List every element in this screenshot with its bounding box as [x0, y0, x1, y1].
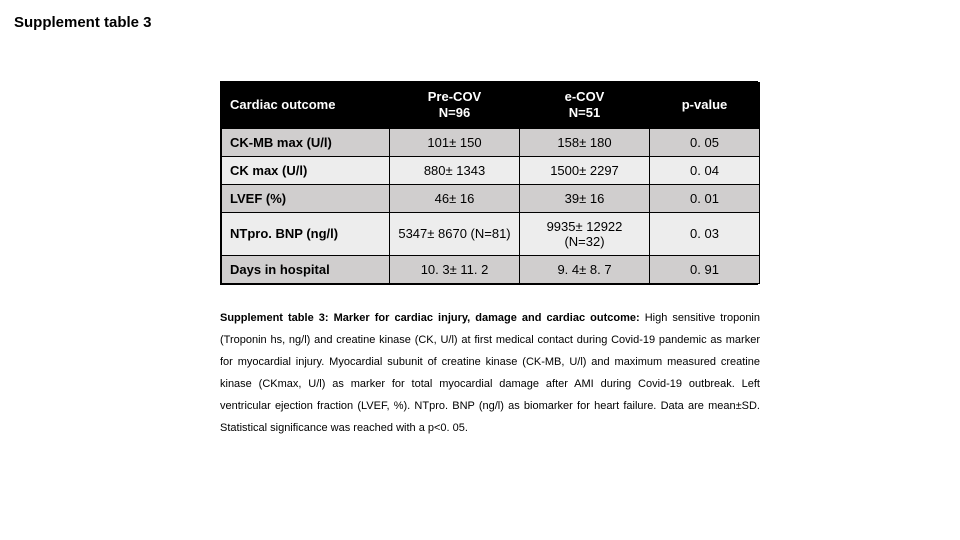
cell-precov: 101± 150	[390, 128, 520, 156]
caption-lead: Supplement table 3: Marker for cardiac i…	[220, 312, 640, 324]
col-header-sub: N=96	[398, 105, 511, 121]
cell-pvalue: 0. 91	[650, 255, 760, 283]
cell-precov: 880± 1343	[390, 156, 520, 184]
cell-pvalue: 0. 03	[650, 212, 760, 255]
row-label: CK max (U/l)	[222, 156, 390, 184]
cell-pvalue: 0. 01	[650, 184, 760, 212]
table-row: LVEF (%) 46± 16 39± 16 0. 01	[222, 184, 760, 212]
table-row: Days in hospital 10. 3± 11. 2 9. 4± 8. 7…	[222, 255, 760, 283]
page-title: Supplement table 3	[14, 14, 960, 31]
col-header-text: e-COV	[528, 89, 641, 105]
table-row: NTpro. BNP (ng/l) 5347± 8670 (N=81) 9935…	[222, 212, 760, 255]
cell-ecov: 1500± 2297	[520, 156, 650, 184]
cell-ecov: 39± 16	[520, 184, 650, 212]
cell-ecov: 158± 180	[520, 128, 650, 156]
col-header-pvalue: p-value	[650, 83, 760, 129]
table-caption: Supplement table 3: Marker for cardiac i…	[220, 307, 760, 439]
cell-ecov: 9. 4± 8. 7	[520, 255, 650, 283]
col-header-text: Cardiac outcome	[230, 97, 381, 113]
cell-pvalue: 0. 04	[650, 156, 760, 184]
col-header-precov: Pre-COV N=96	[390, 83, 520, 129]
row-label: NTpro. BNP (ng/l)	[222, 212, 390, 255]
caption-body: High sensitive troponin (Troponin hs, ng…	[220, 312, 760, 434]
cell-precov: 46± 16	[390, 184, 520, 212]
row-label: LVEF (%)	[222, 184, 390, 212]
table-row: CK-MB max (U/l) 101± 150 158± 180 0. 05	[222, 128, 760, 156]
col-header-text: p-value	[658, 97, 751, 113]
col-header-ecov: e-COV N=51	[520, 83, 650, 129]
cell-pvalue: 0. 05	[650, 128, 760, 156]
col-header-sub: N=51	[528, 105, 641, 121]
cell-precov: 5347± 8670 (N=81)	[390, 212, 520, 255]
col-header-outcome: Cardiac outcome	[222, 83, 390, 129]
row-label: Days in hospital	[222, 255, 390, 283]
table-header-row: Cardiac outcome Pre-COV N=96 e-COV N=51 …	[222, 83, 760, 129]
table-row: CK max (U/l) 880± 1343 1500± 2297 0. 04	[222, 156, 760, 184]
col-header-text: Pre-COV	[398, 89, 511, 105]
cell-precov: 10. 3± 11. 2	[390, 255, 520, 283]
cardiac-outcome-table: Cardiac outcome Pre-COV N=96 e-COV N=51 …	[220, 81, 758, 285]
cell-ecov: 9935± 12922 (N=32)	[520, 212, 650, 255]
row-label: CK-MB max (U/l)	[222, 128, 390, 156]
